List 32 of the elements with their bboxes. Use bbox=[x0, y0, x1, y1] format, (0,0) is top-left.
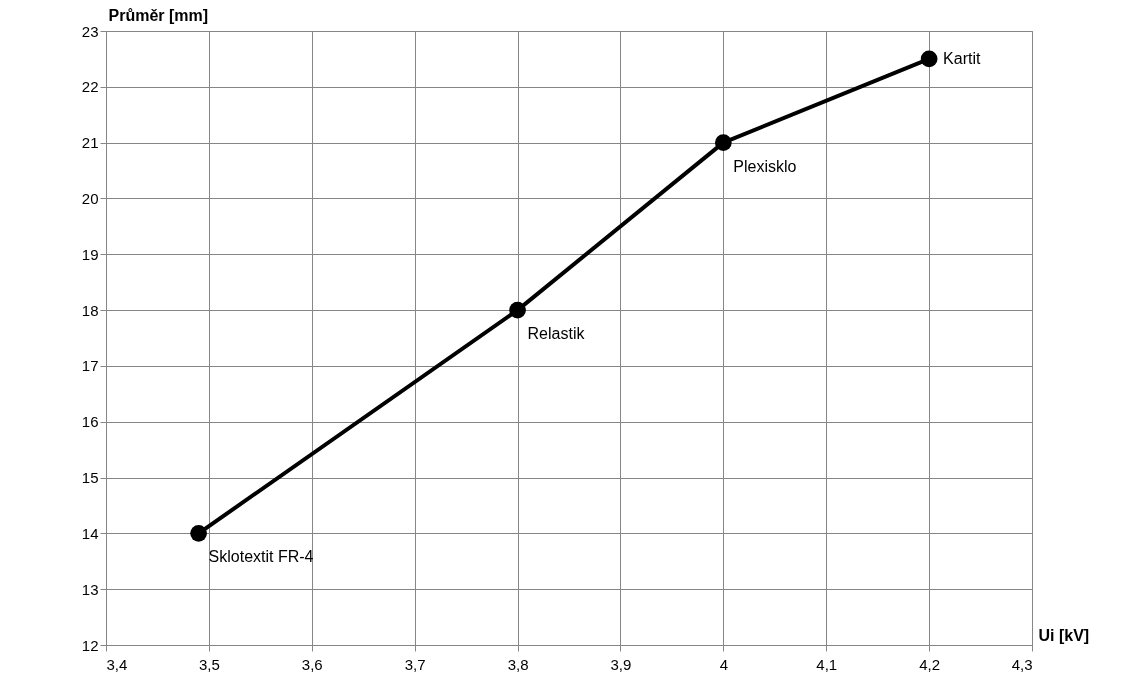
x-tick-label: 3,6 bbox=[301, 655, 323, 673]
y-tick-label: 17 bbox=[81, 357, 99, 375]
y-tick-label: 22 bbox=[81, 78, 99, 96]
y-tick-label: 12 bbox=[81, 636, 99, 654]
x-axis-title: Ui [kV] bbox=[1038, 626, 1090, 644]
x-tick-label: 3,7 bbox=[404, 655, 426, 673]
point bbox=[920, 50, 938, 68]
y-tick-label: 19 bbox=[81, 245, 99, 263]
annotation: Relastik bbox=[527, 325, 586, 343]
y-tick-label: 20 bbox=[81, 189, 99, 207]
point bbox=[714, 134, 732, 151]
x-tick-label: 4,2 bbox=[919, 655, 941, 673]
y-tick-label: 14 bbox=[81, 524, 99, 542]
y-tick-label: 21 bbox=[81, 134, 99, 152]
point bbox=[190, 525, 207, 542]
y-tick-label: 23 bbox=[81, 22, 99, 40]
x-tick-label: 4,1 bbox=[816, 655, 838, 673]
annotation: Sklotextit FR-4 bbox=[208, 548, 314, 566]
annotation: Kartit bbox=[943, 49, 982, 67]
x-tick-label: 4,3 bbox=[1011, 655, 1033, 673]
x-tick-label: 3,8 bbox=[507, 655, 529, 673]
x-tick-label: 3,4 bbox=[106, 655, 128, 673]
y-tick-label: 13 bbox=[81, 580, 99, 598]
x-tick-label: 3,5 bbox=[198, 655, 220, 673]
y-tick-label: 15 bbox=[81, 469, 99, 487]
annotation: Plexisklo bbox=[733, 157, 797, 175]
y-axis-title: Průměr [mm] bbox=[108, 6, 209, 24]
x-tick-label: 3,9 bbox=[610, 655, 632, 673]
y-tick-label: 18 bbox=[81, 301, 99, 319]
point bbox=[509, 301, 526, 319]
x-tick-label: 4 bbox=[719, 655, 729, 673]
y-tick-label: 16 bbox=[81, 413, 99, 431]
